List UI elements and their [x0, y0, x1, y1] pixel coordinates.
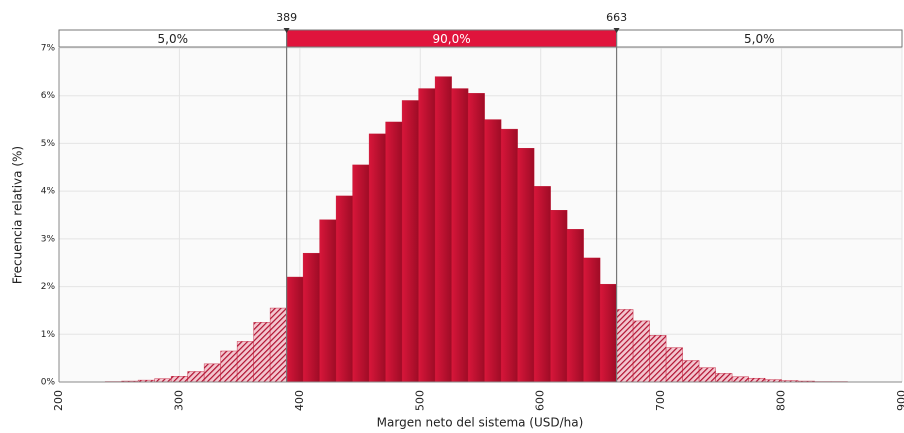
bar [302, 252, 320, 383]
band-label: 90,0% [433, 32, 471, 46]
bar [154, 378, 172, 383]
marker-label: 389 [276, 11, 297, 24]
y-tick-label: 2% [41, 282, 56, 292]
marker-head [283, 28, 290, 33]
bar [220, 350, 238, 383]
y-tick-label: 7% [41, 44, 56, 54]
y-tick-label: 0% [41, 378, 56, 388]
bar [187, 371, 205, 383]
bar [748, 377, 766, 383]
band-label: 5,0% [744, 32, 775, 46]
x-tick-label: 600 [534, 390, 547, 411]
x-tick-label: 800 [775, 390, 788, 411]
band-label: 5,0% [158, 32, 189, 46]
bar [665, 347, 683, 383]
bar [484, 119, 502, 383]
bar [467, 93, 485, 383]
y-tick-label: 3% [41, 234, 56, 244]
bar [203, 363, 221, 383]
x-tick-label: 700 [654, 390, 667, 411]
bar [599, 283, 617, 383]
bar [731, 376, 749, 383]
bar [533, 186, 551, 383]
bar [401, 100, 419, 383]
bar [566, 229, 584, 383]
bar [500, 128, 518, 383]
bar [517, 147, 535, 383]
bar [269, 307, 287, 383]
bar [253, 322, 271, 383]
x-tick-label: 400 [293, 390, 306, 411]
bar [632, 320, 650, 383]
bar [682, 360, 700, 383]
bar [434, 76, 452, 383]
bar [335, 195, 353, 383]
y-tick-label: 5% [41, 139, 56, 149]
bar [368, 133, 386, 383]
y-tick-label: 4% [41, 187, 56, 197]
x-tick-label: 500 [413, 390, 426, 411]
bar [385, 121, 403, 383]
y-tick-label: 1% [41, 330, 56, 340]
bar [616, 309, 634, 383]
bar [451, 88, 469, 383]
bar [236, 341, 254, 383]
bar [170, 376, 188, 383]
bar [583, 257, 601, 383]
bar [352, 164, 370, 383]
x-tick-label: 300 [172, 390, 185, 411]
x-tick-label: 200 [52, 390, 65, 411]
bar [319, 219, 337, 383]
bar [550, 210, 568, 383]
bar [418, 88, 436, 383]
y-tick-label: 6% [41, 91, 56, 101]
marker-head [613, 28, 620, 33]
bar [715, 373, 733, 383]
bar [698, 367, 716, 383]
x-axis-title: Margen neto del sistema (USD/ha) [377, 416, 584, 430]
bar [649, 335, 667, 383]
x-tick-label: 900 [895, 390, 904, 411]
marker-label: 663 [606, 11, 627, 24]
bar [286, 276, 304, 383]
y-axis-title: Frecuencia relativa (%) [11, 146, 25, 284]
